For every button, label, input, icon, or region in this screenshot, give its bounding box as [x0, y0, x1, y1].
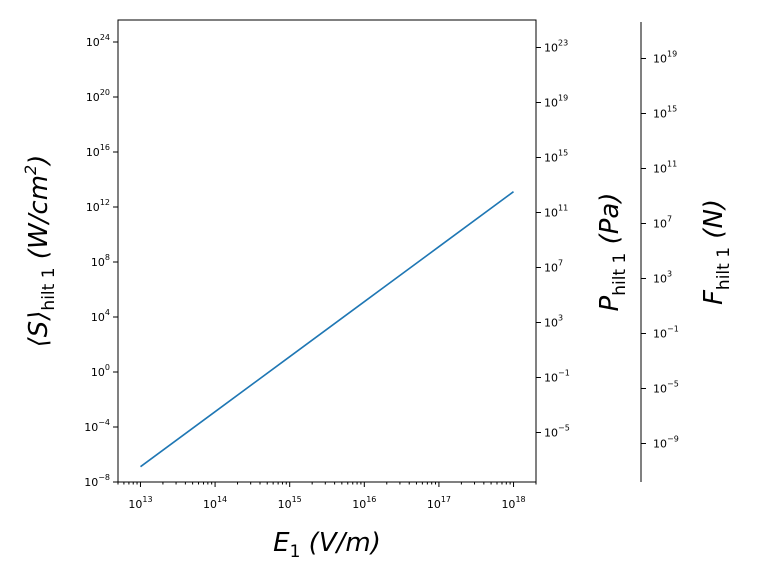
right-2-tick-label: 10−9 — [653, 435, 679, 451]
right-1-tick-label: 1019 — [544, 94, 568, 110]
series-layer — [140, 191, 514, 468]
right-1-tick-label: 10−5 — [544, 424, 570, 440]
x-tick-label: 1018 — [501, 495, 525, 511]
right-2-tick-label: 1011 — [653, 160, 677, 176]
x-tick-label: 1014 — [203, 495, 227, 511]
left-tick-label: 108 — [91, 253, 110, 269]
plot-area-border — [117, 19, 537, 483]
ticks-layer: 1013 1014 1015 1016 1017 1018 1024 1020 1016 1012… — [84, 33, 679, 511]
right-1-tick-label: 103 — [544, 314, 563, 330]
right-2-tick-label: 10−5 — [653, 380, 679, 396]
left-tick-label: 1024 — [86, 33, 110, 49]
left-tick-label: 1016 — [86, 143, 110, 159]
series-line-0 — [140, 191, 514, 468]
right-1-tick-label: 10−1 — [544, 369, 570, 385]
axis-labels: E1 (V/m) ⟨S⟩hilt 1 (W/cm2) Philt 1 (Pa) Fhi… — [21, 155, 734, 562]
right-1-tick-label: 1015 — [544, 149, 568, 165]
left-tick-label: 1012 — [86, 198, 110, 214]
right-1-tick-label: 1011 — [544, 204, 568, 220]
left-axis-label: ⟨S⟩hilt 1 (W/cm2) — [21, 155, 59, 348]
left-tick-label: 100 — [91, 363, 110, 379]
x-axis-label: E1 (V/m) — [273, 528, 381, 562]
right-1-tick-label: 1023 — [544, 39, 568, 55]
right-axis-2-label: Fhilt 1 (N) — [699, 199, 734, 305]
right-axis-1-label: Philt 1 (Pa) — [595, 193, 630, 312]
right-2-tick-label: 103 — [653, 270, 672, 286]
right-2-tick-label: 107 — [653, 215, 672, 231]
x-tick-label: 1016 — [352, 495, 376, 511]
x-tick-label: 1017 — [427, 495, 451, 511]
plot-frame — [117, 19, 642, 483]
right-1-tick-label: 107 — [544, 259, 563, 275]
left-tick-label: 10−4 — [84, 418, 110, 434]
left-tick-label: 10−8 — [84, 473, 110, 489]
right-2-tick-label: 1015 — [653, 105, 677, 121]
x-tick-label: 1015 — [278, 495, 302, 511]
left-tick-label: 104 — [91, 308, 110, 324]
left-tick-label: 1020 — [86, 88, 110, 104]
right-2-tick-label: 10−1 — [653, 325, 679, 341]
x-tick-label: 1013 — [128, 495, 152, 511]
right-2-tick-label: 1019 — [653, 50, 677, 66]
